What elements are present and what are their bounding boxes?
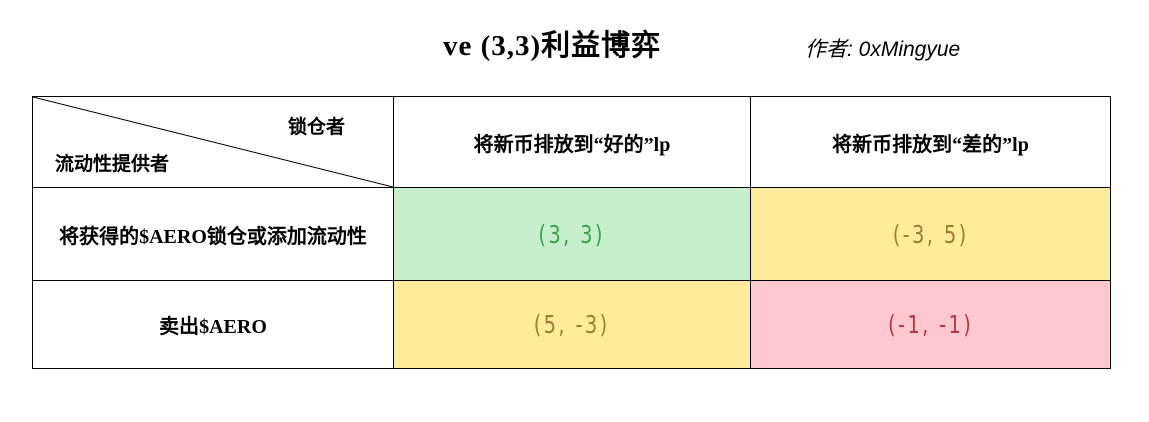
payoff-cell-r1c0: (5, -3) [394,281,751,369]
page-title: ve (3,3)利益博弈 [443,30,662,62]
row-header-lock-or-add-liquidity: 将获得的$AERO锁仓或添加流动性 [33,188,394,281]
column-header-bad-lp: 将新币排放到“差的”lp [751,97,1111,188]
author-credit: 作者: 0xMingyue [805,38,961,61]
payoff-value: (3, 3) [538,219,606,249]
corner-label-lockers: 锁仓者 [287,117,345,138]
payoff-value: (-3, 5) [892,219,969,249]
corner-cell: 锁仓者 流动性提供者 [33,97,394,188]
payoff-cell-r1c1: (-1, -1) [751,281,1111,369]
payoff-value: (-1, -1) [887,310,974,339]
diagonal-divider-line [33,97,393,187]
corner-label-liquidity-providers: 流动性提供者 [55,154,170,175]
payoff-cell-r0c1: (-3, 5) [751,188,1111,281]
row-header-sell-aero: 卖出$AERO [33,281,394,369]
column-header-good-lp: 将新币排放到“好的”lp [394,97,751,188]
payoff-cell-r0c0: (3, 3) [394,188,751,281]
payoff-matrix: 锁仓者 流动性提供者 将新币排放到“好的”lp 将新币排放到“差的”lp 将获得… [32,96,1111,369]
payoff-value: (5, -3) [534,310,610,339]
